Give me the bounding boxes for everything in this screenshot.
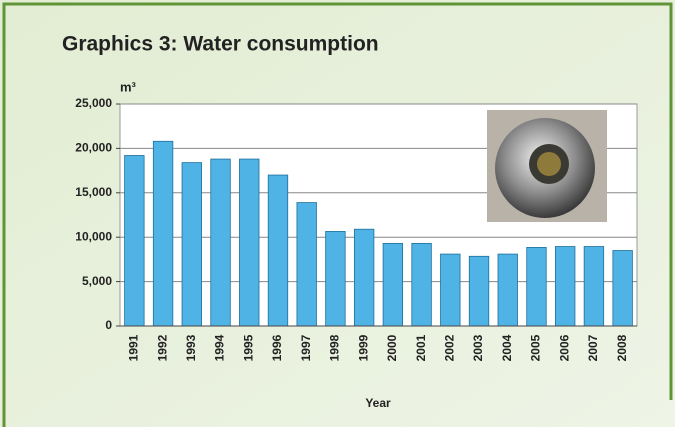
bar: [411, 243, 432, 327]
bar: [239, 158, 260, 327]
x-tick-label: 2000: [385, 334, 399, 361]
x-tick-label: 1999: [356, 334, 370, 361]
bar: [267, 174, 289, 327]
x-tick-label: 2006: [557, 334, 571, 361]
x-tick-label: 1993: [184, 334, 198, 361]
bar: [210, 158, 231, 327]
y-tick-label: 0: [105, 318, 112, 332]
y-unit: m³: [120, 79, 137, 94]
bar: [181, 162, 202, 327]
bar: [583, 246, 605, 327]
x-tick-label: 1992: [155, 334, 169, 361]
x-tick-label: 1991: [127, 334, 141, 361]
bar: [612, 250, 633, 327]
x-tick-label: 2004: [500, 334, 514, 361]
y-tick-label: 20,000: [75, 141, 112, 155]
y-tick-label: 25,000: [75, 96, 112, 110]
x-tick-label: 2003: [471, 334, 485, 361]
bar: [325, 231, 346, 327]
bar: [440, 253, 461, 327]
y-tick-label: 5,000: [82, 274, 112, 288]
bar: [526, 247, 547, 327]
chart-title: Graphics 3: Water consumption: [62, 33, 379, 56]
x-axis-label: Year: [365, 396, 391, 410]
y-tick-label: 15,000: [75, 185, 112, 199]
bar: [497, 253, 518, 327]
x-tick-label: 2008: [615, 334, 629, 361]
photo: [487, 110, 607, 222]
bar: [468, 255, 490, 327]
x-tick-label: 2001: [414, 334, 428, 361]
bar: [152, 140, 174, 327]
x-tick-label: 2002: [442, 334, 456, 361]
x-tick-label: 2007: [586, 334, 600, 361]
bar: [382, 243, 404, 327]
bar: [124, 155, 145, 327]
x-tick-label: 1995: [241, 334, 255, 361]
bar: [555, 246, 576, 327]
x-tick-label: 1998: [328, 334, 342, 361]
x-tick-label: 2005: [529, 334, 543, 361]
x-tick-label: 1997: [299, 334, 313, 361]
y-tick-label: 10,000: [75, 229, 112, 243]
bar: [296, 202, 317, 327]
bar: [353, 228, 375, 327]
x-tick-label: 1996: [270, 334, 284, 361]
x-tick-label: 1994: [213, 334, 227, 361]
